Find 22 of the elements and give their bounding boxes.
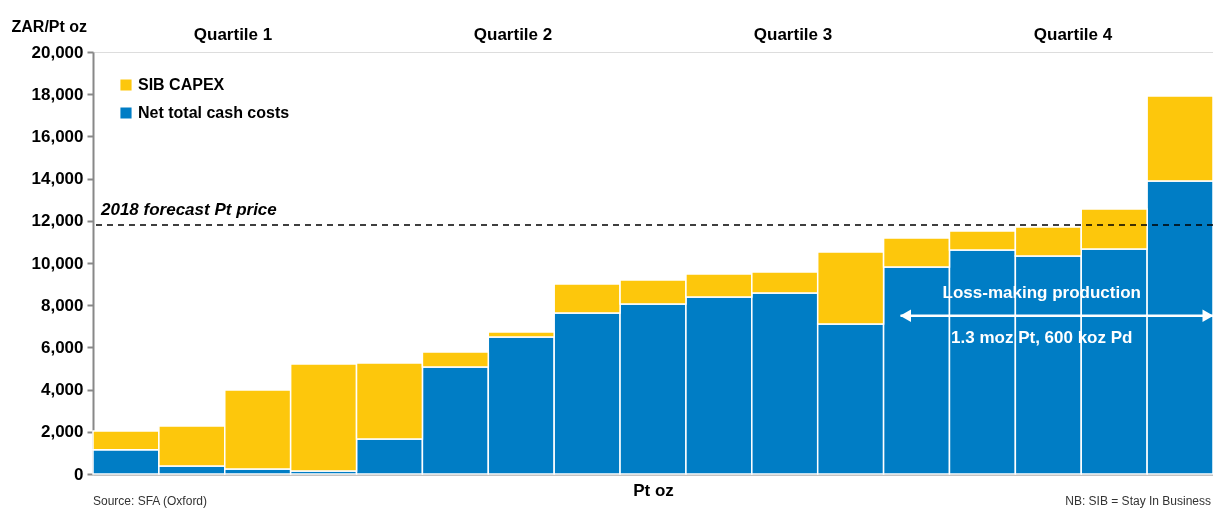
- text: Quartile 1: [193, 25, 273, 44]
- y-tick-label: 18,000: [31, 84, 84, 104]
- y-tick-label: 16,000: [31, 126, 84, 146]
- ref-line-label: 2018 forecast Pt price: [100, 200, 277, 220]
- text: Quartile 4: [1033, 25, 1113, 44]
- source-note: Source: SFA (Oxford): [93, 494, 208, 508]
- legend-label: Net total cash costs: [138, 104, 290, 121]
- y-tick-label: 2,000: [40, 422, 84, 442]
- y-tick-label: 12,000: [31, 211, 84, 231]
- x-axis-title: Pt oz: [633, 480, 674, 500]
- y-tick-label: 20,000: [31, 42, 84, 62]
- y-tick-label: 14,000: [31, 169, 84, 189]
- text: Quartile 3: [753, 25, 833, 44]
- y-tick-label: 10,000: [31, 253, 84, 273]
- y-axis-title: ZAR/Pt oz: [11, 17, 88, 35]
- text: NB: SIB = Stay In Business: [1065, 494, 1211, 508]
- text: Quartile 2: [473, 25, 553, 44]
- y-tick-label: 6,000: [40, 337, 84, 357]
- legend-label: SIB CAPEX: [138, 76, 225, 93]
- y-tick-label: 4,000: [40, 380, 84, 400]
- y-tick-label: 0: [74, 464, 84, 484]
- y-tick-label: 8,000: [40, 295, 84, 315]
